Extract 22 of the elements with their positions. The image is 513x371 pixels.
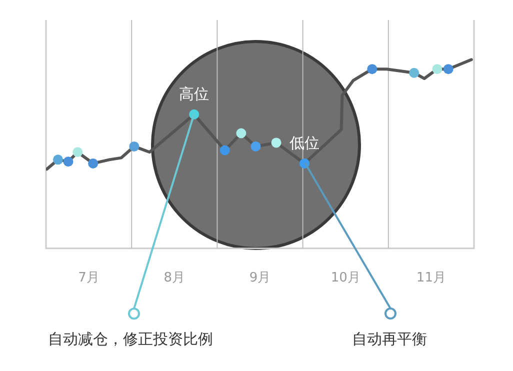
text: 自动再平衡 [352,330,427,349]
point [432,64,442,74]
point [443,64,454,74]
point [220,145,230,156]
point [129,141,140,152]
point [236,128,246,138]
x-tick-label: 7月 [78,270,100,286]
x-tick-label: 9月 [249,270,271,286]
point [367,64,378,74]
x-tick-label: 10月 [330,270,360,286]
point [63,156,74,167]
point [72,147,83,158]
point [271,138,282,148]
annotation: 低位 [290,134,320,152]
text: 自动减仓，修正投资比例 [48,330,213,349]
x-tick-label: 8月 [164,270,186,286]
point [52,154,63,165]
point [88,158,98,168]
x-tick-label: 11月 [416,270,446,286]
point [409,68,420,78]
point [250,141,261,152]
annotation: 高位 [179,84,210,103]
